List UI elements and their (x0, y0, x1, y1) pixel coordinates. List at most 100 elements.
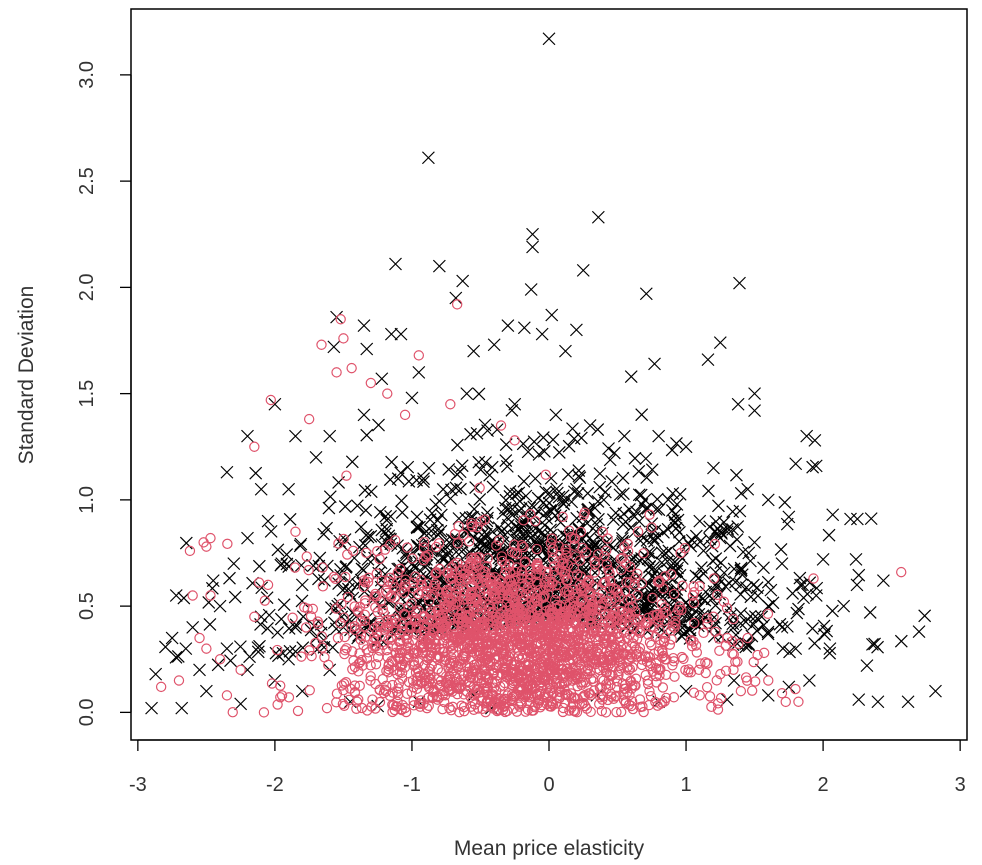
cross-point (837, 599, 851, 613)
circle-point (567, 601, 579, 613)
cross-point (532, 525, 545, 539)
cross-point (233, 640, 247, 654)
circle-point (597, 694, 608, 705)
circle-point (481, 561, 492, 572)
x-tick-label: -3 (129, 774, 147, 796)
cross-point (537, 496, 550, 510)
cross-point (901, 695, 915, 709)
circle-point (394, 602, 405, 613)
cross-point (823, 642, 837, 656)
circle-point (312, 616, 323, 627)
circle-point (569, 540, 580, 551)
cross-point (320, 521, 333, 535)
cross-point (709, 552, 723, 565)
circle-point (598, 662, 609, 673)
circle-point (504, 575, 516, 586)
circle-point (547, 546, 558, 558)
circle-point (330, 573, 341, 585)
circle-point (644, 637, 656, 648)
circle-point (338, 612, 350, 623)
circle-point (415, 695, 426, 706)
circle-point (748, 656, 759, 668)
circle-point (643, 612, 654, 624)
circle-point (427, 623, 439, 634)
cross-point (617, 429, 631, 443)
circle-point (659, 602, 671, 613)
cross-point (323, 663, 337, 677)
cross-point (542, 496, 556, 510)
circle-point (540, 566, 552, 578)
circle-point (695, 658, 706, 669)
circle-point (624, 602, 635, 613)
circle-point (427, 691, 439, 703)
cross-point (338, 533, 352, 547)
cross-point (410, 538, 424, 552)
cross-point (790, 606, 804, 620)
circle-point (646, 639, 657, 651)
circle-point (605, 622, 616, 633)
circle-point (415, 580, 427, 591)
cross-point (338, 500, 352, 513)
cross-point (364, 529, 378, 543)
circle-point (532, 578, 543, 590)
circle-point (576, 594, 587, 606)
circle-point (532, 558, 543, 569)
circle-point (603, 655, 614, 667)
cross-point (684, 539, 698, 553)
y-tick-label: 3.0 (76, 61, 98, 89)
cross-point (645, 570, 659, 584)
circle-point (632, 526, 644, 537)
cross-point (591, 423, 605, 437)
circle-point (600, 545, 612, 556)
circle-point (510, 614, 521, 625)
circle-point (666, 569, 677, 580)
cross-point (683, 623, 697, 637)
circle-point (456, 627, 467, 639)
circle-point (701, 681, 713, 693)
cross-point (456, 274, 470, 288)
circle-point (453, 677, 465, 688)
cross-point (241, 531, 254, 545)
circle-point (562, 574, 573, 586)
circle-point (667, 660, 678, 671)
circle-point (595, 593, 606, 604)
circle-point (317, 642, 328, 653)
cross-point (261, 622, 274, 635)
circle-point (502, 590, 513, 602)
cross-point (652, 503, 666, 517)
cross-point (521, 445, 535, 459)
circle-point (564, 705, 575, 716)
circle-point (482, 697, 494, 708)
circle-point (227, 707, 238, 718)
circle-point (365, 660, 376, 671)
circle-point (249, 441, 260, 452)
circle-point (578, 692, 589, 703)
circle-point (674, 601, 685, 612)
circle-point (400, 574, 411, 585)
cross-point (484, 541, 498, 555)
cross-point (227, 557, 241, 571)
cross-point (662, 544, 676, 558)
cross-point (711, 578, 725, 592)
circle-point (664, 639, 676, 650)
circle-point (525, 574, 536, 585)
circle-point (630, 573, 641, 584)
cross-point (789, 642, 803, 656)
circle-point (604, 650, 615, 661)
circle-point (621, 577, 632, 588)
cross-point (641, 597, 655, 611)
circle-point (464, 569, 475, 581)
circle-point (418, 542, 430, 553)
circle-point (570, 644, 582, 655)
circle-point (604, 568, 615, 579)
circle-point (763, 675, 774, 686)
circle-point (438, 643, 449, 654)
circle-point (396, 660, 407, 671)
cross-point (149, 667, 163, 681)
circle-point (493, 535, 505, 546)
cross-point (782, 510, 796, 524)
circle-point (444, 573, 456, 585)
cross-point (773, 617, 787, 631)
cross-point (401, 460, 415, 474)
circle-point (546, 576, 558, 588)
